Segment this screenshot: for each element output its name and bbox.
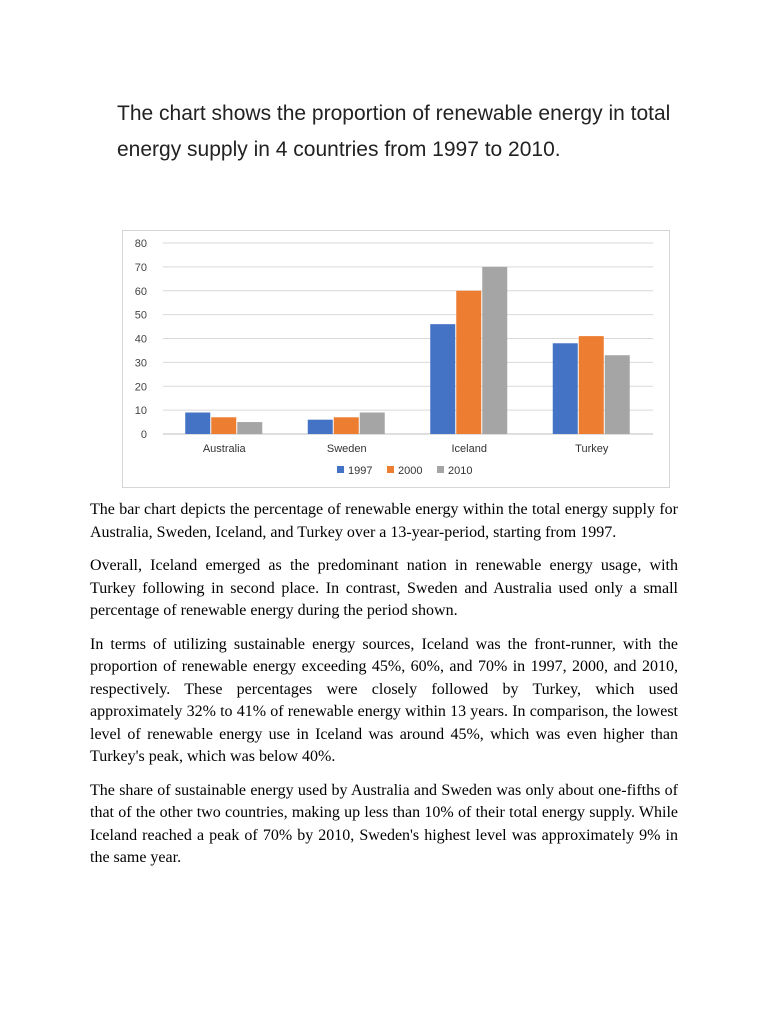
page-heading: The chart shows the proportion of renewa…: [117, 102, 671, 161]
bar: [482, 266, 508, 434]
legend-swatch: [387, 466, 394, 473]
bar: [552, 343, 578, 434]
bar: [185, 412, 211, 434]
y-tick-label: 40: [135, 334, 147, 346]
bar-chart-svg: 0 10 20 30 40 50 60 70 80 Australia Sweden Iceland T…: [135, 238, 653, 477]
y-tick-label: 10: [135, 405, 147, 417]
y-tick-label: 50: [135, 310, 147, 322]
legend-swatch: [437, 466, 444, 473]
y-tick-label: 80: [135, 238, 147, 250]
y-tick-label: 30: [135, 357, 147, 369]
bar: [211, 417, 237, 434]
body-text: The bar chart depicts the percentage of …: [90, 499, 678, 881]
paragraph-overview: Overall, Iceland emerged as the predomin…: [90, 557, 678, 619]
y-tick-label: 60: [135, 286, 147, 298]
x-tick-label: Iceland: [452, 443, 487, 455]
legend-swatch: [337, 466, 344, 473]
legend-label: 2010: [448, 465, 472, 477]
bar: [604, 355, 630, 434]
paragraph-intro: The bar chart depicts the percentage of …: [90, 501, 678, 541]
bar: [237, 422, 263, 434]
paragraph-detail-1: In terms of utilizing sustainable energy…: [90, 635, 678, 766]
x-tick-label: Australia: [203, 443, 247, 455]
y-tick-label: 20: [135, 381, 147, 393]
y-tick-label: 70: [135, 262, 147, 274]
bar: [307, 419, 333, 434]
y-tick-label: 0: [141, 429, 147, 441]
bar: [578, 336, 604, 434]
bar: [359, 412, 385, 434]
bar: [333, 417, 359, 434]
paragraph-detail-2: The share of sustainable energy used by …: [90, 781, 678, 867]
x-tick-label: Turkey: [575, 443, 609, 455]
legend-label: 1997: [348, 465, 372, 477]
bar: [456, 290, 482, 434]
bar: [430, 324, 456, 434]
bar-chart: 0 10 20 30 40 50 60 70 80 Australia Sweden Iceland T…: [122, 230, 670, 488]
legend-label: 2000: [398, 465, 422, 477]
x-tick-label: Sweden: [327, 443, 367, 455]
